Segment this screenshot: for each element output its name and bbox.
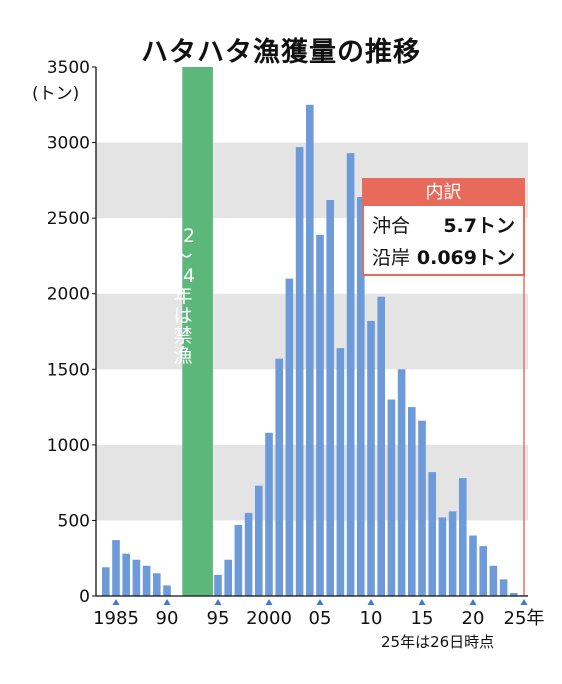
bar-2000	[265, 432, 273, 596]
x-tick-marker	[418, 599, 426, 605]
breakdown-header: 内訳	[364, 180, 523, 206]
bar-2004	[306, 104, 314, 597]
y-tick-label: 2000	[47, 285, 90, 305]
breakdown-label: 沖合	[372, 215, 411, 237]
bar-2011	[377, 296, 385, 596]
bar-2007	[336, 348, 345, 596]
bar-1990	[163, 585, 171, 596]
y-tick-label: 3500	[47, 58, 90, 78]
breakdown-label: 沿岸	[372, 247, 411, 269]
y-tick-label: 0	[79, 587, 90, 607]
breakdown-row-offshore: 沖合 5.7トン	[364, 206, 523, 238]
x-tick-marker	[367, 599, 375, 605]
x-tick-label: 15	[411, 608, 434, 629]
bar-2006	[326, 200, 334, 596]
fishing-ban-band	[182, 67, 213, 596]
x-tick-marker	[163, 599, 171, 605]
x-tick-label: 05	[309, 608, 332, 629]
bar-1984	[102, 567, 110, 596]
y-tick-label: 2500	[47, 209, 90, 229]
breakdown-row-coastal: 沿岸 0.069トン	[364, 238, 523, 270]
ban-label: 92 〜 94 年は禁漁	[168, 226, 198, 366]
ban-label-char: 年	[173, 285, 193, 307]
bar-1985	[112, 540, 120, 596]
bar-1987	[132, 559, 141, 596]
x-tick-marker	[112, 599, 120, 605]
bar-2022	[489, 565, 498, 596]
bar-2008	[346, 153, 355, 596]
x-tick-label: 90	[156, 608, 179, 629]
ban-label-char: 〜	[173, 245, 193, 267]
bar-2010	[367, 320, 375, 596]
bar-2002	[285, 278, 294, 596]
bar-2016	[428, 472, 436, 596]
bar-2009	[357, 196, 365, 597]
breakdown-value: 5.7トン	[443, 215, 515, 237]
ban-label-char: 禁	[173, 325, 193, 347]
x-tick-label: 25年	[504, 608, 545, 629]
bar-2021	[479, 546, 487, 596]
bar-series	[102, 104, 528, 597]
ban-label-char: 94	[170, 265, 196, 287]
bar-2015	[418, 420, 426, 596]
bar-2017	[438, 517, 447, 596]
x-tick-labels: 1985 90 95 2000 05 10 15 20 25年	[93, 599, 544, 629]
bar-2012	[387, 399, 396, 596]
x-tick-marker	[265, 599, 273, 605]
footnote: 25年は26日時点	[381, 633, 495, 651]
y-tick-label: 500	[58, 511, 90, 531]
breakdown-box: 内訳 沖合 5.7トン 沿岸 0.069トン	[362, 178, 525, 276]
bar-1999	[255, 485, 263, 596]
ban-label-char: 92	[170, 225, 196, 247]
bar-2001	[275, 358, 283, 596]
y-tick-label: 1000	[47, 436, 90, 456]
ban-label-char: 漁	[173, 345, 193, 367]
bar-2014	[408, 407, 416, 596]
y-tick-label: 1500	[47, 360, 90, 380]
x-tick-label: 2000	[246, 608, 292, 629]
chart-title: ハタハタ漁獲量の推移	[141, 37, 421, 68]
x-tick-marker	[214, 599, 222, 605]
bar-2024	[510, 592, 518, 596]
bar-2003	[295, 147, 304, 596]
x-tick-label: 95	[207, 608, 230, 629]
x-tick-label: 10	[360, 608, 383, 629]
bar-1998	[244, 512, 253, 596]
x-tick-label: 20	[462, 608, 485, 629]
y-tick-labels: 0 500 1000 1500 2000 2500 3000 3500	[47, 58, 96, 607]
bar-1988	[142, 565, 151, 596]
bar-1996	[224, 559, 232, 596]
bar-2018	[448, 511, 457, 596]
bar-2023	[499, 579, 508, 596]
bar-1986	[122, 553, 130, 596]
y-axis-unit: (トン)	[32, 84, 80, 104]
x-tick-marker	[469, 599, 477, 605]
bar-2020	[469, 535, 477, 596]
y-tick-label: 3000	[47, 134, 90, 154]
bar-1997	[234, 524, 243, 596]
bar-2013	[397, 369, 406, 596]
x-tick-marker	[316, 599, 324, 605]
ban-label-char: は	[173, 305, 193, 327]
bar-2019	[459, 478, 467, 596]
breakdown-value: 0.069トン	[416, 247, 515, 269]
ban-period-rect	[182, 67, 213, 596]
bar-2005	[316, 234, 324, 597]
bar-1989	[153, 573, 161, 596]
bar-1995	[214, 574, 222, 596]
axes	[95, 67, 528, 597]
x-tick-label: 1985	[93, 608, 139, 629]
x-tick-marker	[520, 599, 528, 605]
